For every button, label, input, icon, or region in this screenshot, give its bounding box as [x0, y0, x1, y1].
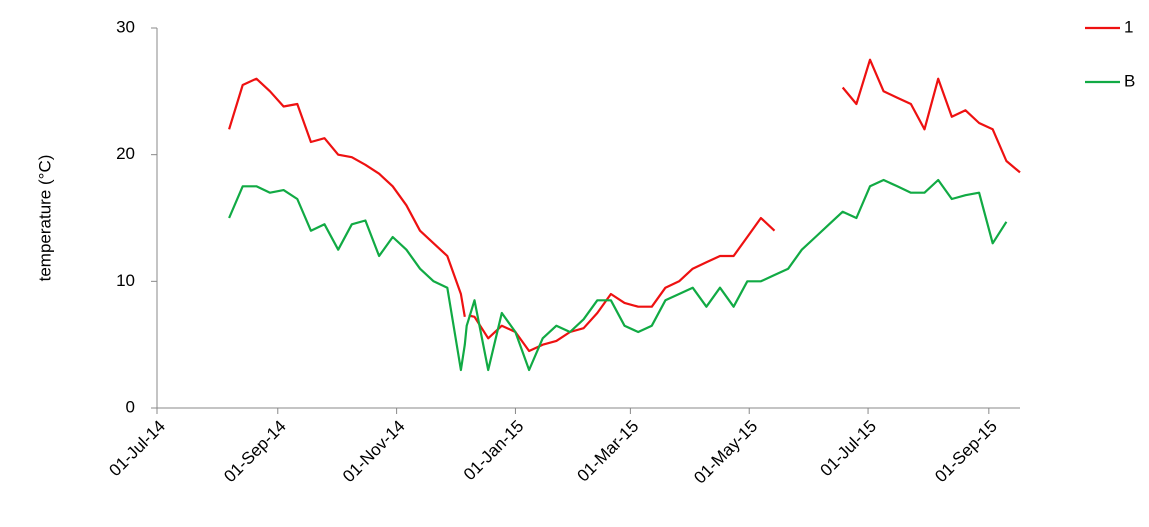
series-line: [228, 178, 1008, 372]
x-tick-label: 01-Sep-14: [220, 417, 290, 487]
y-tick-label: 20: [116, 144, 135, 163]
y-tick-label: 0: [126, 397, 135, 416]
legend-label: 1: [1124, 17, 1133, 36]
y-tick-label: 30: [116, 17, 135, 36]
y-tick-label: 10: [116, 271, 135, 290]
x-tick-label: 01-May-15: [690, 417, 761, 488]
x-tick-label: 01-Mar-15: [573, 417, 642, 486]
x-tick-label: 01-Jul-15: [816, 417, 880, 481]
series-line: [228, 58, 1021, 353]
legend-label: B: [1124, 71, 1135, 90]
x-tick-label: 01-Jul-14: [105, 417, 169, 481]
x-tick-label: 01-Nov-14: [339, 417, 409, 487]
x-tick-label: 01-Jan-15: [460, 417, 528, 485]
x-tick-label: 01-Sep-15: [931, 417, 1001, 487]
y-axis-label: temperature (°C): [35, 155, 54, 282]
